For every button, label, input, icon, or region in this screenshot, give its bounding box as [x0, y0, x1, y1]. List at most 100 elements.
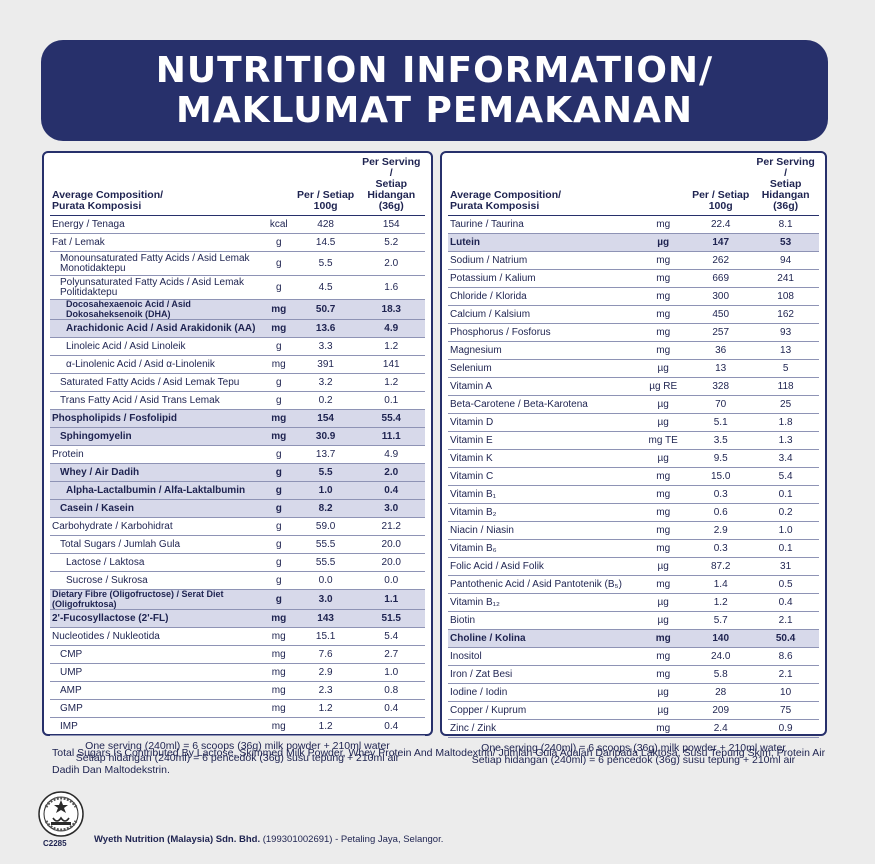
nutrient-unit: mg	[263, 355, 294, 374]
value-per-100g: 3.0	[293, 589, 358, 610]
table-row: Trans Fatty Acid / Asid Trans Lemak g 0.2 0…	[50, 391, 425, 410]
nutrient-name: Iron / Zat Besi	[448, 665, 638, 684]
nutrient-name: Vitamin K	[448, 449, 638, 468]
serving-note-right: One serving (240ml) = 6 scoops (36g) mil…	[448, 742, 819, 766]
value-per-100g: 257	[689, 323, 753, 342]
nutrient-unit: mg	[637, 539, 690, 558]
nutrient-unit: g	[263, 337, 294, 356]
serving-note-ms: Setiap hidangan (240ml) = 6 pencedok (36…	[75, 752, 400, 764]
nutrient-name: Casein / Kasein	[50, 499, 264, 518]
nutrient-name: Trans Fatty Acid / Asid Trans Lemak	[50, 391, 264, 410]
table-row: Vitamin B₁ mg 0.3 0.1	[448, 485, 819, 504]
nutrient-name: Inositol	[448, 647, 638, 666]
value-per-serving: 118	[752, 377, 819, 396]
nutrient-name: Monounsaturated Fatty Acids / Asid Lemak…	[50, 251, 264, 276]
nutrient-name: Arachidonic Acid / Asid Arakidonik (AA)	[50, 319, 264, 338]
nutrient-name: Alpha-Lactalbumin / Alfa-Laktalbumin	[50, 481, 264, 500]
table-row: Total Sugars / Jumlah Gula g 55.5 20.0	[50, 535, 425, 554]
table-row: IMP mg 1.2 0.4	[50, 717, 425, 736]
table-row: Sucrose / Sukrosa g 0.0 0.0	[50, 571, 425, 590]
nutrient-name: Magnesium	[448, 341, 638, 360]
nutrient-unit: mg	[263, 699, 294, 718]
value-per-100g: 300	[689, 287, 753, 306]
value-per-100g: 36	[689, 341, 753, 360]
nutrient-unit: mg	[263, 663, 294, 682]
nutrient-name: Vitamin E	[448, 431, 638, 450]
value-per-serving: 0.1	[357, 391, 425, 410]
table-row: Carbohydrate / Karbohidrat g 59.0 21.2	[50, 517, 425, 536]
nutrient-unit: kcal	[263, 215, 294, 234]
title-line-2: MAKLUMAT PEMAKANAN	[176, 89, 693, 131]
nutrient-unit: mg	[637, 287, 690, 306]
value-per-100g: 4.5	[293, 275, 358, 300]
nutrient-name: Calcium / Kalsium	[448, 305, 638, 324]
nutrient-name: Sucrose / Sukrosa	[50, 571, 264, 590]
nutrient-unit: mg	[637, 629, 690, 648]
nutrient-unit: g	[263, 391, 294, 410]
value-per-serving: 25	[752, 395, 819, 414]
nutrient-name: Energy / Tenaga	[50, 215, 264, 234]
header-composition-en: Average Composition/	[52, 189, 164, 201]
value-per-serving: 0.4	[752, 593, 819, 612]
nutrient-unit: mg	[637, 215, 690, 234]
table-row: Pantothenic Acid / Asid Pantotenik (B₅) m…	[448, 575, 819, 594]
nutrient-name: α-Linolenic Acid / Asid α-Linolenik	[50, 355, 264, 374]
nutrition-table-right: Average Composition/ Purata Komposisi Pe…	[440, 151, 827, 766]
nutrient-unit: µg	[637, 395, 690, 414]
table-row: Sodium / Natrium mg 262 94	[448, 251, 819, 270]
value-per-serving: 141	[357, 355, 425, 374]
nutrient-name: Vitamin B₁₂	[448, 593, 638, 612]
table-row: Sphingomyelin mg 30.9 11.1	[50, 427, 425, 446]
value-per-serving: 2.1	[752, 665, 819, 684]
value-per-serving: 11.1	[357, 427, 425, 446]
value-per-serving: 1.2	[357, 337, 425, 356]
value-per-100g: 3.2	[293, 373, 358, 392]
nutrient-name: Vitamin B₂	[448, 503, 638, 522]
nutrient-unit: g	[263, 517, 294, 536]
nutrient-unit: mg	[637, 251, 690, 270]
table-row: Dietary Fibre (Oligofructose) / Serat Di…	[50, 589, 425, 610]
serving-note-left: One serving (240ml) = 6 scoops (36g) mil…	[50, 740, 425, 764]
nutrient-unit: g	[263, 589, 294, 610]
value-per-serving: 51.5	[357, 609, 425, 628]
nutrient-name: IMP	[50, 717, 264, 736]
nutrient-name: Vitamin A	[448, 377, 638, 396]
value-per-serving: 13	[752, 341, 819, 360]
serving-note-ms: Setiap hidangan (240ml) = 6 pencedok (36…	[471, 754, 796, 766]
table-row: UMP mg 2.9 1.0	[50, 663, 425, 682]
value-per-serving: 55.4	[357, 409, 425, 428]
value-per-100g: 450	[689, 305, 753, 324]
header-unit	[637, 157, 690, 216]
value-per-serving: 0.5	[752, 575, 819, 594]
table-row: Linoleic Acid / Asid Linoleik g 3.3 1.2	[50, 337, 425, 356]
value-per-100g: 8.2	[293, 499, 358, 518]
nutrient-unit: g	[263, 373, 294, 392]
nutrient-name: Nucleotides / Nukleotida	[50, 627, 264, 646]
nutrient-unit: mg TE	[637, 431, 690, 450]
nutrient-unit: µg RE	[637, 377, 690, 396]
nutrient-unit: g	[263, 251, 294, 276]
value-per-100g: 0.0	[293, 571, 358, 590]
nutrient-name: Iodine / Iodin	[448, 683, 638, 702]
table-row: Chloride / Klorida mg 300 108	[448, 287, 819, 306]
value-per-serving: 1.3	[752, 431, 819, 450]
value-per-100g: 428	[293, 215, 358, 234]
header-serving-line2: Setiap Hidangan	[367, 178, 416, 201]
value-per-serving: 1.6	[357, 275, 425, 300]
nutrient-name: Vitamin B₆	[448, 539, 638, 558]
nutrient-unit: mg	[263, 319, 294, 338]
table-row: Phospholipids / Fosfolipid mg 154 55.4	[50, 409, 425, 428]
value-per-serving: 1.1	[357, 589, 425, 610]
value-per-100g: 55.5	[293, 553, 358, 572]
nutrient-unit: g	[263, 499, 294, 518]
header-serving-line2: Setiap Hidangan	[761, 178, 810, 201]
table-row: GMP mg 1.2 0.4	[50, 699, 425, 718]
nutrient-name: Sphingomyelin	[50, 427, 264, 446]
value-per-serving: 0.1	[752, 485, 819, 504]
table-header-row: Average Composition/ Purata Komposisi Pe…	[50, 157, 425, 216]
value-per-100g: 59.0	[293, 517, 358, 536]
company-name: Wyeth Nutrition (Malaysia) Sdn. Bhd.	[94, 834, 261, 845]
nutrition-table-left: Average Composition/ Purata Komposisi Pe…	[42, 151, 433, 764]
